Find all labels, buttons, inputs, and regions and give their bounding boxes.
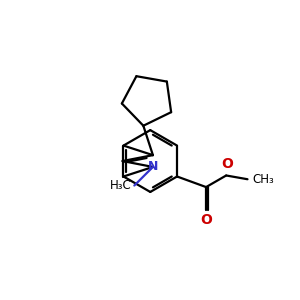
Text: N: N xyxy=(148,160,158,173)
Text: H₃C: H₃C xyxy=(110,179,131,192)
Text: CH₃: CH₃ xyxy=(252,173,274,186)
Text: O: O xyxy=(200,213,212,227)
Text: O: O xyxy=(222,157,234,171)
